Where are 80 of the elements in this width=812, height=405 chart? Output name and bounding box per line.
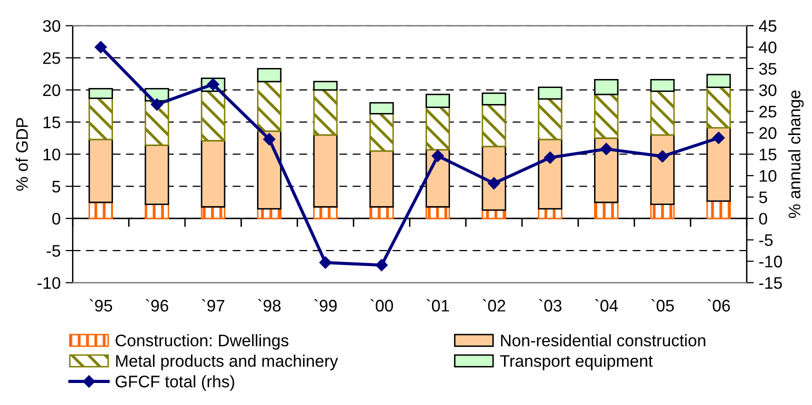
point xyxy=(432,150,444,162)
legend-label: Metal products and machinery xyxy=(116,354,338,370)
point xyxy=(488,177,500,190)
legend-label: Transport equipment xyxy=(500,354,653,370)
y2-tick-label: 20 xyxy=(759,127,776,139)
x-tick-label: `98 xyxy=(258,299,281,312)
bar xyxy=(426,106,450,150)
x-tick-label: `02 xyxy=(482,299,506,312)
y2-tick-label: 5 xyxy=(759,192,768,204)
y-tick-label: -5 xyxy=(46,245,60,257)
y2-tick-label: 40 xyxy=(758,41,776,54)
bar xyxy=(538,138,562,210)
x-tick-label: `01 xyxy=(426,299,450,312)
bar xyxy=(482,104,506,148)
bar xyxy=(706,86,731,129)
x-tick-label: `99 xyxy=(314,299,337,312)
y-tick-label: 10 xyxy=(44,148,60,160)
bar xyxy=(706,74,731,88)
bar xyxy=(426,206,450,220)
point xyxy=(150,98,164,111)
y-tick-label: 0 xyxy=(52,212,60,225)
y2-tick-label: 15 xyxy=(760,148,776,160)
point xyxy=(544,152,556,164)
y2-tick-label: -10 xyxy=(759,256,782,268)
bar xyxy=(594,94,618,139)
bar xyxy=(426,94,450,108)
x-tick-label: `05 xyxy=(651,299,674,312)
point xyxy=(656,150,669,162)
bar xyxy=(257,80,282,132)
point xyxy=(319,256,332,269)
point xyxy=(376,259,388,272)
legend-label: Non-residential construction xyxy=(501,334,706,346)
x-tick-label: `06 xyxy=(707,299,730,312)
bar xyxy=(257,68,282,82)
bar xyxy=(257,130,282,210)
y-axis-title: % of GDP xyxy=(16,118,28,191)
bar xyxy=(200,206,226,220)
bar xyxy=(369,206,394,220)
x-tick-label: `96 xyxy=(146,299,168,312)
bar xyxy=(538,86,562,100)
y-tick-label: 20 xyxy=(43,84,60,96)
bar xyxy=(650,90,675,136)
x-tick-label: `00 xyxy=(370,299,394,312)
bar xyxy=(313,89,338,136)
bar xyxy=(88,98,113,140)
bar xyxy=(313,206,338,220)
x-tick-label: `03 xyxy=(538,299,562,312)
bar xyxy=(369,113,394,152)
x-tick-label: `04 xyxy=(595,299,618,312)
y2-axis-title: % annual change xyxy=(788,90,804,218)
bar xyxy=(538,98,562,140)
y2-tick-label: 10 xyxy=(760,170,776,182)
bar xyxy=(369,102,394,114)
bar xyxy=(144,100,170,146)
point xyxy=(94,41,107,54)
y2-tick-label: 0 xyxy=(759,212,768,225)
y-tick-label: 15 xyxy=(44,116,60,128)
y2-tick-label: -5 xyxy=(759,234,773,246)
bar xyxy=(144,204,170,220)
bar xyxy=(594,202,618,220)
bar xyxy=(200,90,226,142)
y2-tick-label: 30 xyxy=(759,84,776,96)
legend-label: Construction: Dwellings xyxy=(116,334,288,350)
point xyxy=(263,133,276,146)
bar xyxy=(706,200,731,220)
point xyxy=(712,132,725,144)
y2-tick-label: -15 xyxy=(759,277,782,289)
y-tick-label: -10 xyxy=(38,277,60,289)
bar xyxy=(88,202,113,220)
y-tick-label: 5 xyxy=(52,180,60,193)
point xyxy=(600,142,612,156)
y-tick-label: 25 xyxy=(43,52,60,64)
y-tick-label: 30 xyxy=(42,20,60,32)
y2-tick-label: 35 xyxy=(759,62,776,75)
y2-tick-label: 25 xyxy=(759,106,776,118)
x-tick-label: `97 xyxy=(202,299,224,312)
bar xyxy=(482,92,506,106)
y2-tick-label: 45 xyxy=(758,20,776,32)
x-tick-label: `95 xyxy=(90,299,112,312)
legend-label: GFCF total (rhs) xyxy=(116,375,234,391)
